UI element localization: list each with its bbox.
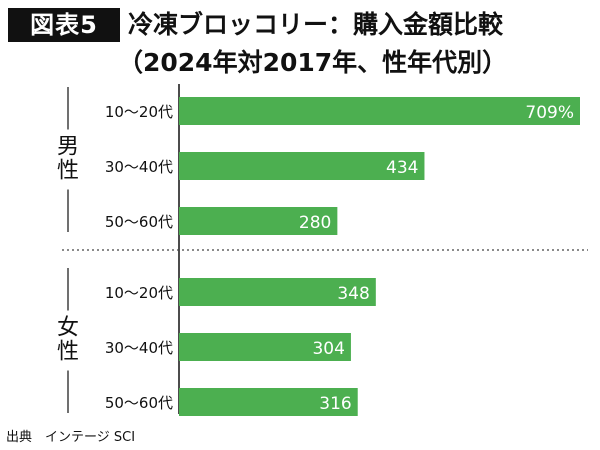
bar	[179, 278, 376, 306]
category-label: 30～40代	[105, 339, 173, 357]
bar-value-label: 280	[299, 213, 331, 233]
category-label: 50～60代	[105, 394, 173, 412]
group-label-char: 男	[57, 135, 79, 160]
source-note: 出典 インテージ SCI	[6, 430, 136, 445]
category-label: 10～20代	[105, 103, 173, 121]
chart-subtitle: （2024年対2017年、性年代別）	[118, 48, 508, 77]
bar-value-label: 316	[319, 394, 351, 414]
bar	[179, 152, 425, 180]
bar-value-label: 304	[312, 339, 344, 359]
bar	[179, 388, 358, 416]
group-label-char: 性	[57, 159, 79, 184]
chart-title: 冷凍ブロッコリー：購入金額比較	[128, 10, 504, 39]
bar	[179, 97, 580, 125]
bar	[179, 333, 351, 361]
figure-badge: 図表5	[8, 8, 120, 42]
bar-value-label: 709%	[525, 103, 574, 123]
group-label-char: 女	[57, 316, 79, 341]
category-label: 50～60代	[105, 213, 173, 231]
category-label: 10～20代	[105, 284, 173, 302]
bar	[179, 207, 338, 235]
group-label-char: 性	[57, 340, 79, 365]
bar-value-label: 434	[386, 158, 418, 178]
bar-value-label: 348	[337, 284, 369, 304]
category-label: 30～40代	[105, 158, 173, 176]
